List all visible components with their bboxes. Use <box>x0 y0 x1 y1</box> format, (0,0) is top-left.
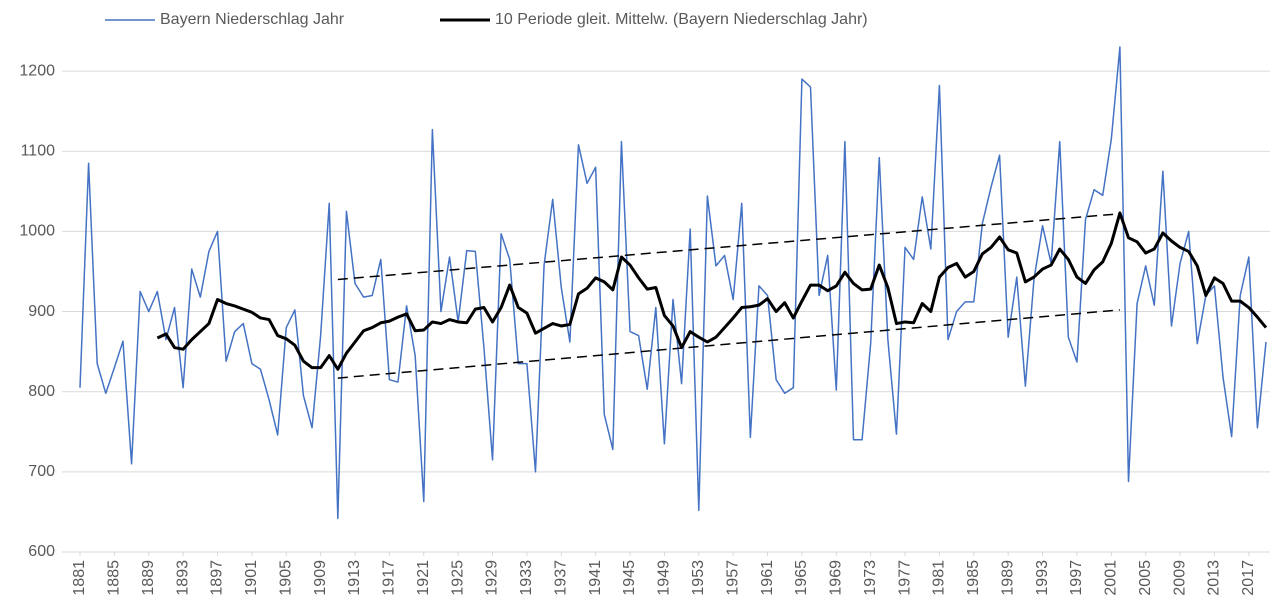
x-tick-label: 2017 <box>1240 560 1257 596</box>
y-tick-label: 1000 <box>19 223 55 240</box>
x-tick-label: 1925 <box>449 560 466 596</box>
x-tick-label: 1945 <box>621 560 638 596</box>
y-tick-label: 600 <box>28 543 55 560</box>
x-tick-label: 1953 <box>690 560 707 596</box>
x-tick-label: 2001 <box>1103 560 1120 596</box>
x-tick-label: 1961 <box>759 560 776 596</box>
y-tick-label: 1200 <box>19 62 55 79</box>
x-tick-label: 2013 <box>1206 560 1223 596</box>
legend-label: 10 Periode gleit. Mittelw. (Bayern Niede… <box>495 11 868 28</box>
x-tick-label: 1921 <box>415 560 432 596</box>
trend-line <box>337 213 1120 281</box>
x-tick-label: 1913 <box>346 560 363 596</box>
x-tick-label: 1897 <box>209 560 226 596</box>
x-tick-label: 2005 <box>1137 560 1154 596</box>
trend-line <box>337 309 1120 379</box>
y-tick-label: 900 <box>28 303 55 320</box>
x-tick-label: 1889 <box>140 560 157 596</box>
y-tick-label: 700 <box>28 463 55 480</box>
x-tick-label: 1941 <box>587 560 604 596</box>
x-tick-label: 1957 <box>724 560 741 596</box>
x-tick-label: 1885 <box>106 560 123 596</box>
x-tick-label: 1893 <box>174 560 191 596</box>
data-line <box>156 211 1268 371</box>
x-tick-label: 1969 <box>828 560 845 596</box>
x-tick-label: 1965 <box>793 560 810 596</box>
x-tick-label: 1929 <box>484 560 501 596</box>
y-tick-label: 800 <box>28 383 55 400</box>
x-tick-label: 1949 <box>656 560 673 596</box>
x-tick-label: 1881 <box>71 560 88 596</box>
x-tick-label: 1905 <box>277 560 294 596</box>
x-tick-label: 1977 <box>896 560 913 596</box>
y-tick-label: 1100 <box>21 142 56 159</box>
x-tick-label: 1933 <box>518 560 535 596</box>
x-tick-label: 1997 <box>1068 560 1085 596</box>
x-tick-label: 1901 <box>243 560 260 596</box>
x-tick-label: 1993 <box>1034 560 1051 596</box>
x-tick-label: 1989 <box>999 560 1016 596</box>
x-tick-label: 2009 <box>1171 560 1188 596</box>
legend-label: Bayern Niederschlag Jahr <box>160 11 345 28</box>
x-tick-label: 1981 <box>931 560 948 596</box>
data-line <box>79 46 1267 520</box>
x-tick-label: 1973 <box>862 560 879 596</box>
x-tick-label: 1937 <box>552 560 569 596</box>
x-tick-label: 1909 <box>312 560 329 596</box>
x-tick-label: 1917 <box>381 560 398 596</box>
x-tick-label: 1985 <box>965 560 982 596</box>
